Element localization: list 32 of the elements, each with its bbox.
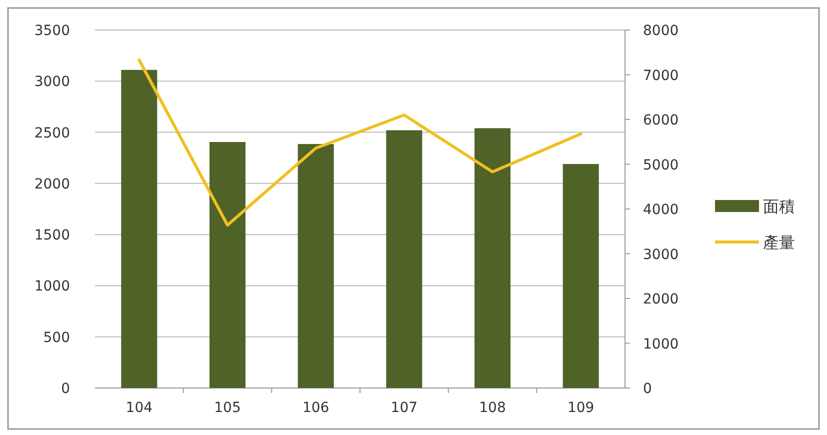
x-tick-label: 109 [567, 400, 594, 416]
line-series [138, 58, 582, 227]
y2-tick-label: 6000 [643, 112, 679, 128]
y2-tick-label: 4000 [643, 202, 679, 218]
bar [121, 70, 158, 388]
x-tick-label: 108 [479, 400, 506, 416]
x-tick-label: 106 [302, 400, 330, 416]
bar [298, 144, 334, 388]
x-tick-label: 104 [126, 400, 153, 416]
y-tick-label: 2000 [34, 176, 70, 192]
y-tick-label: 3000 [34, 74, 70, 90]
legend-label: 面積 [763, 197, 795, 216]
y2-tick-label: 8000 [643, 23, 679, 39]
y-tick-label: 2500 [34, 125, 70, 142]
y2-tick-label: 3000 [643, 246, 679, 263]
y2-tick-label: 7000 [643, 68, 679, 84]
y2-tick-label: 0 [643, 381, 652, 397]
x-tick-label: 107 [390, 400, 418, 416]
y-tick-label: 3500 [34, 23, 70, 39]
legend-label: 產量 [763, 233, 795, 252]
y-tick-label: 1000 [34, 278, 70, 295]
bar [386, 130, 422, 388]
bar [474, 128, 510, 388]
y-tick-label: 0 [61, 381, 70, 397]
y2-tick-label: 5000 [643, 157, 679, 174]
y2-tick-label: 1000 [643, 336, 679, 352]
bar [210, 142, 246, 388]
y-tick-label: 1500 [34, 228, 70, 244]
y-tick-label: 500 [43, 330, 70, 346]
bar [562, 164, 599, 388]
y2-tick-label: 2000 [643, 292, 679, 308]
x-tick-label: 105 [214, 400, 241, 416]
